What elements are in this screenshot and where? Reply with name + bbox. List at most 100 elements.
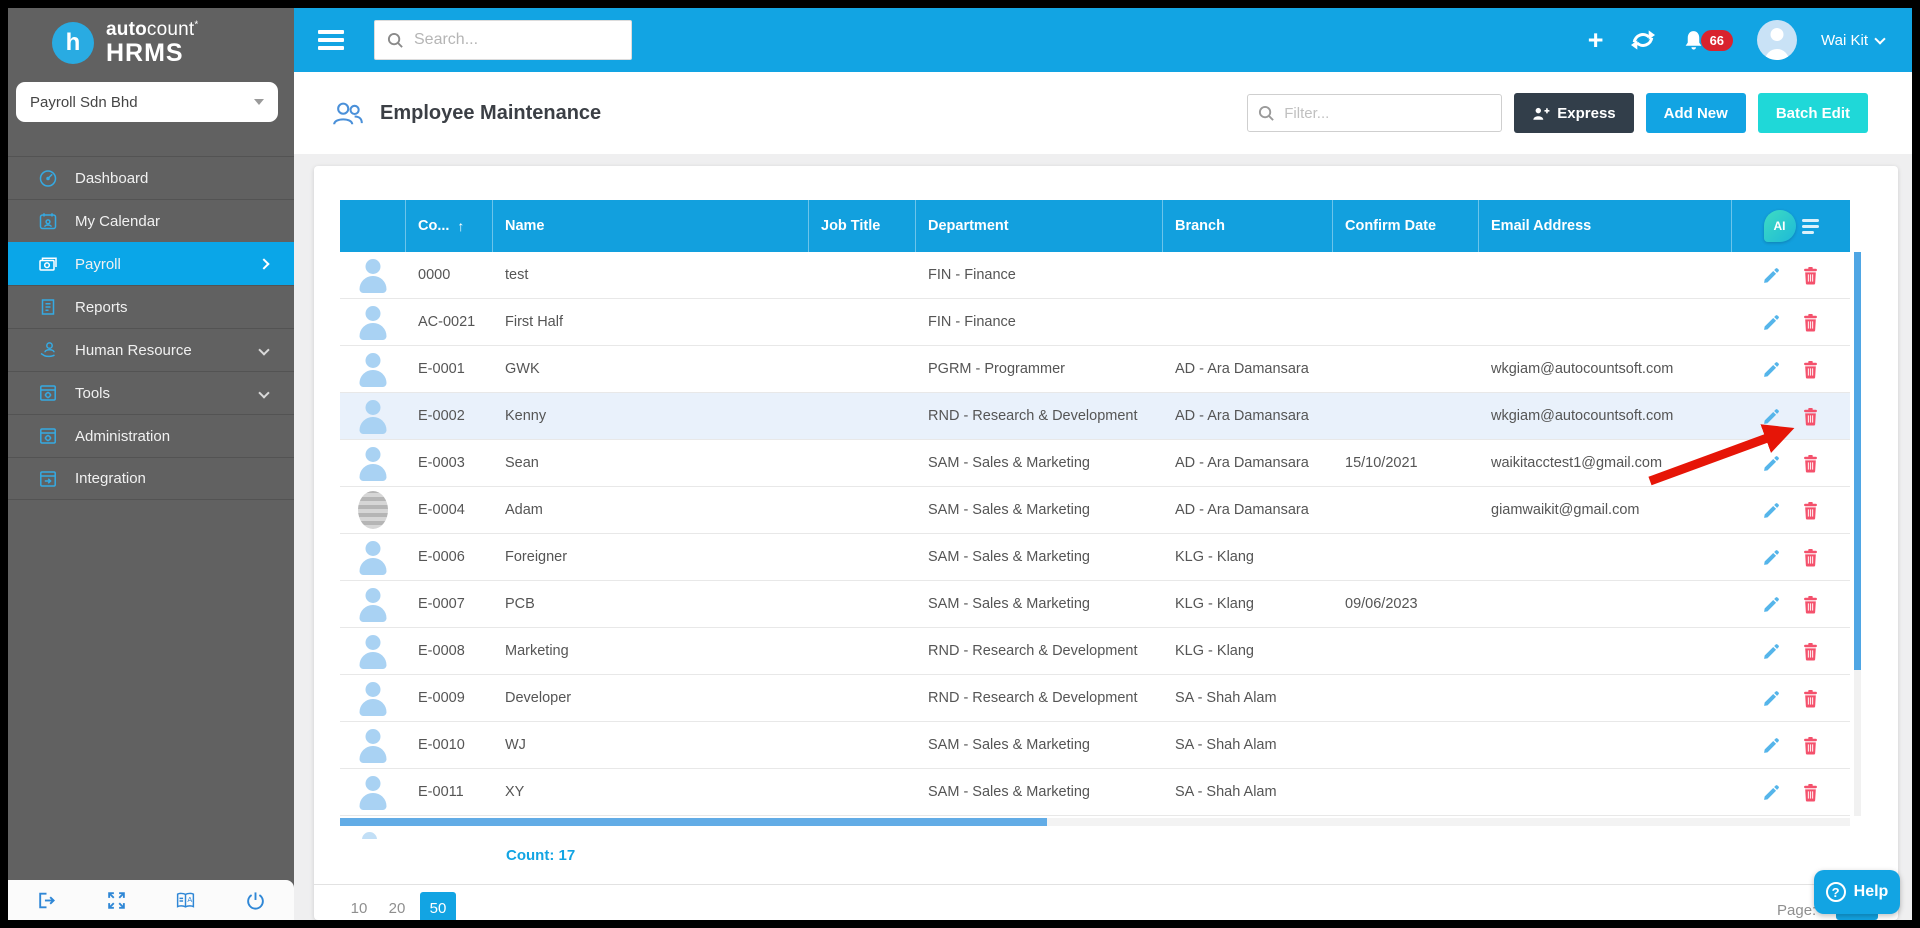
header-code-column[interactable]: Co... ↑ <box>406 200 493 252</box>
sidebar-footer: A <box>8 880 294 920</box>
table-row[interactable]: E-0001 GWK PGRM - Programmer AD - Ara Da… <box>340 346 1850 393</box>
calendar-icon <box>39 213 57 230</box>
sidebar-item-my-calendar[interactable]: My Calendar <box>8 199 294 242</box>
employee-table-card: Co... ↑ Name Job Title Department Branch … <box>314 166 1898 920</box>
table-row[interactable]: E-0010 WJ SAM - Sales & Marketing SA - S… <box>340 722 1850 769</box>
delete-icon[interactable] <box>1801 360 1820 379</box>
edit-icon[interactable] <box>1762 360 1781 379</box>
table-row[interactable]: E-0003 Sean SAM - Sales & Marketing AD -… <box>340 440 1850 487</box>
delete-icon[interactable] <box>1801 736 1820 755</box>
cell-branch: AD - Ara Damansara <box>1175 455 1309 471</box>
user-avatar[interactable] <box>1757 20 1798 60</box>
table-row[interactable]: E-0004 Adam SAM - Sales & Marketing AD -… <box>340 487 1850 534</box>
edit-icon[interactable] <box>1762 313 1781 332</box>
cell-department: RND - Research & Development <box>928 643 1138 659</box>
chevron-down-icon <box>258 344 270 356</box>
sidebar-item-reports[interactable]: Reports <box>8 285 294 328</box>
delete-icon[interactable] <box>1801 689 1820 708</box>
edit-icon[interactable] <box>1762 454 1781 473</box>
sidebar-item-label: Human Resource <box>75 341 192 359</box>
vertical-scrollbar-thumb[interactable] <box>1854 252 1861 670</box>
record-count: Count: 17 <box>506 847 576 864</box>
edit-icon[interactable] <box>1762 736 1781 755</box>
table-row[interactable]: E-0008 Marketing RND - Research & Develo… <box>340 628 1850 675</box>
cell-employee-code: E-0006 <box>418 549 465 565</box>
logout-icon[interactable] <box>36 890 57 911</box>
cell-email: wkgiam@autocountsoft.com <box>1491 361 1674 377</box>
delete-icon[interactable] <box>1801 548 1820 567</box>
table-row[interactable]: 0000 test FIN - Finance <box>340 252 1850 299</box>
express-button[interactable]: Express <box>1514 93 1634 133</box>
header-department-column[interactable]: Department <box>916 200 1163 252</box>
sidebar-item-human-resource[interactable]: Human Resource <box>8 328 294 371</box>
header-label: Branch <box>1175 218 1225 234</box>
filter-input[interactable] <box>1284 104 1485 122</box>
table-header-row: Co... ↑ Name Job Title Department Branch … <box>340 200 1850 252</box>
hamburger-menu-icon[interactable] <box>318 26 344 54</box>
batch-edit-button[interactable]: Batch Edit <box>1757 93 1868 133</box>
header-email-column[interactable]: Email Address <box>1479 200 1732 252</box>
table-row[interactable]: E-0007 PCB SAM - Sales & Marketing KLG -… <box>340 581 1850 628</box>
sidebar-item-tools[interactable]: Tools <box>8 371 294 414</box>
delete-icon[interactable] <box>1801 454 1820 473</box>
sidebar-item-dashboard[interactable]: Dashboard <box>8 156 294 199</box>
header-label: Email Address <box>1491 218 1592 234</box>
header-branch-column[interactable]: Branch <box>1163 200 1333 252</box>
table-row[interactable]: E-0006 Foreigner SAM - Sales & Marketing… <box>340 534 1850 581</box>
delete-icon[interactable] <box>1801 501 1820 520</box>
delete-icon[interactable] <box>1801 783 1820 802</box>
horizontal-scrollbar[interactable] <box>340 818 1850 826</box>
edit-icon[interactable] <box>1762 548 1781 567</box>
ai-list-icon[interactable]: AI <box>1763 210 1819 242</box>
edit-icon[interactable] <box>1762 266 1781 285</box>
brand-name-bold: auto <box>106 19 147 40</box>
delete-icon[interactable] <box>1801 313 1820 332</box>
edit-icon[interactable] <box>1762 501 1781 520</box>
notifications-bell[interactable]: 66 <box>1682 29 1734 52</box>
translate-icon[interactable]: A <box>175 890 196 911</box>
cell-name: XY <box>505 784 525 800</box>
user-menu[interactable]: Wai Kit <box>1821 32 1886 49</box>
table-row[interactable]: E-0011 XY SAM - Sales & Marketing SA - S… <box>340 769 1850 816</box>
employee-avatar <box>356 632 390 670</box>
sidebar-item-payroll[interactable]: Payroll <box>8 242 294 285</box>
table-row[interactable]: E-0002 Kenny RND - Research & Developmen… <box>340 393 1850 440</box>
help-button[interactable]: ? Help <box>1814 870 1900 914</box>
edit-icon[interactable] <box>1762 642 1781 661</box>
edit-icon[interactable] <box>1762 407 1781 426</box>
edit-icon[interactable] <box>1762 595 1781 614</box>
search-input[interactable] <box>414 31 594 49</box>
page-size-option[interactable]: 10 <box>350 900 368 917</box>
header-job-title-column[interactable]: Job Title <box>809 200 916 252</box>
cell-branch: AD - Ara Damansara <box>1175 408 1309 424</box>
header-avatar-column[interactable] <box>340 200 406 252</box>
edit-icon[interactable] <box>1762 783 1781 802</box>
header-name-column[interactable]: Name <box>493 200 809 252</box>
sidebar-item-administration[interactable]: Administration <box>8 414 294 457</box>
quick-add-icon[interactable]: + <box>1587 24 1604 55</box>
table-row[interactable]: E-0009 Developer RND - Research & Develo… <box>340 675 1850 722</box>
fullscreen-icon[interactable] <box>106 890 127 911</box>
vertical-scrollbar[interactable] <box>1854 252 1861 816</box>
page-size-option[interactable]: 20 <box>388 900 406 917</box>
delete-icon[interactable] <box>1801 642 1820 661</box>
table-row[interactable]: AC-0021 First Half FIN - Finance <box>340 299 1850 346</box>
delete-icon[interactable] <box>1801 407 1820 426</box>
sidebar: h autocount* HRMS Payroll Sdn Bhd Dashbo… <box>8 8 294 920</box>
delete-icon[interactable] <box>1801 595 1820 614</box>
window-arrow-icon <box>40 470 56 487</box>
page-size-option[interactable]: 50 <box>420 892 456 920</box>
horizontal-scrollbar-thumb[interactable] <box>340 818 1047 826</box>
sync-icon[interactable] <box>1628 28 1658 52</box>
company-selector[interactable]: Payroll Sdn Bhd <box>16 82 278 122</box>
delete-icon[interactable] <box>1801 266 1820 285</box>
cell-department: SAM - Sales & Marketing <box>928 737 1090 753</box>
page-title-text: Employee Maintenance <box>380 101 602 124</box>
cell-employee-code: E-0009 <box>418 690 465 706</box>
sidebar-item-integration[interactable]: Integration <box>8 457 294 500</box>
power-icon[interactable] <box>245 890 266 911</box>
add-new-button[interactable]: Add New <box>1645 93 1746 133</box>
header-confirm-date-column[interactable]: Confirm Date <box>1333 200 1479 252</box>
help-button-label: Help <box>1853 883 1889 900</box>
edit-icon[interactable] <box>1762 689 1781 708</box>
